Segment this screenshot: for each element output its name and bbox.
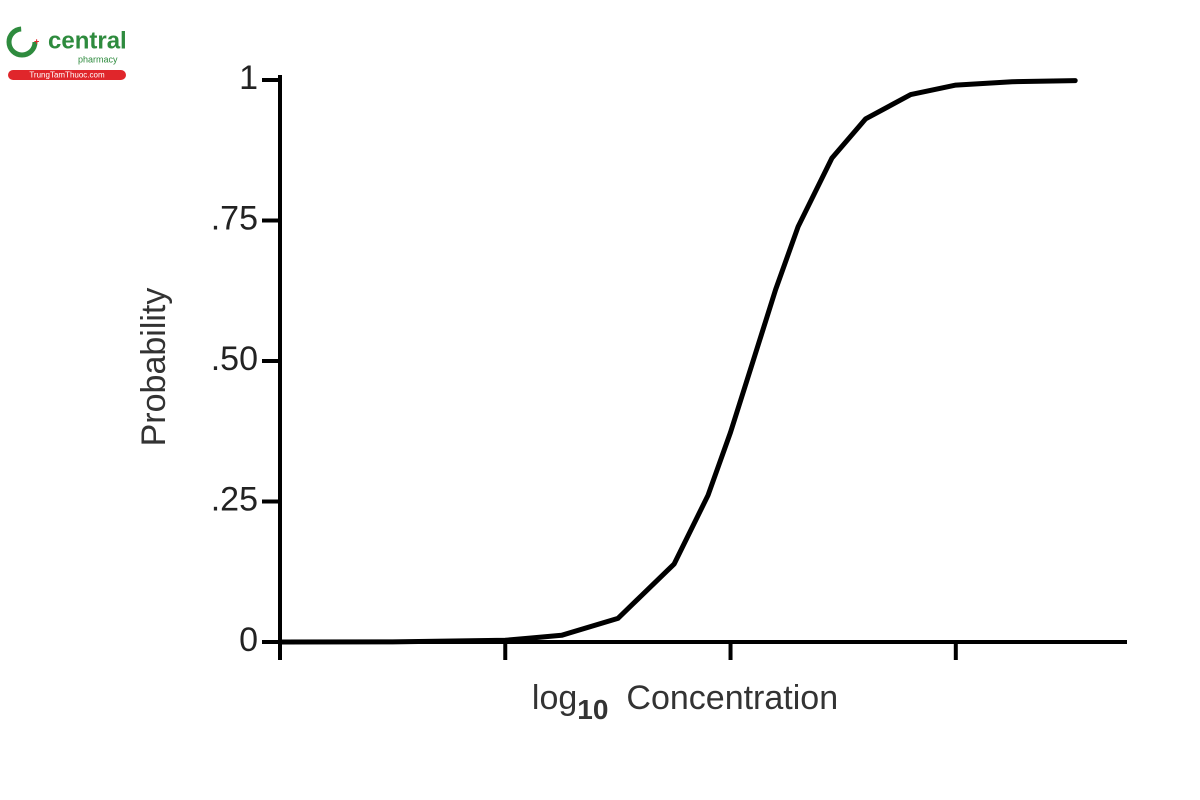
logo-name: central xyxy=(48,27,127,54)
logo-site: TrungTamThuoc.com xyxy=(29,71,105,80)
y-tick-label: .50 xyxy=(211,340,258,378)
logo-plus: + xyxy=(34,36,39,46)
y-tick-label: .25 xyxy=(211,480,258,518)
y-axis-title: Probability xyxy=(135,288,173,447)
logo-icon xyxy=(6,26,38,58)
x-title-sub: 10 xyxy=(577,694,608,725)
y-tick-label: .75 xyxy=(211,199,258,237)
logo-bar xyxy=(8,70,126,80)
x-title-text: Concentration xyxy=(626,679,838,717)
y-tick-label: 1 xyxy=(239,59,258,97)
y-tick-label: 0 xyxy=(239,621,258,659)
logo: + central pharmacy TrungTamThuoc.com xyxy=(6,26,127,80)
logo-sub: pharmacy xyxy=(78,54,118,64)
curve xyxy=(277,78,1078,645)
x-axis-title: log10 Concentration xyxy=(532,679,838,725)
x-title-base: log xyxy=(532,679,577,717)
